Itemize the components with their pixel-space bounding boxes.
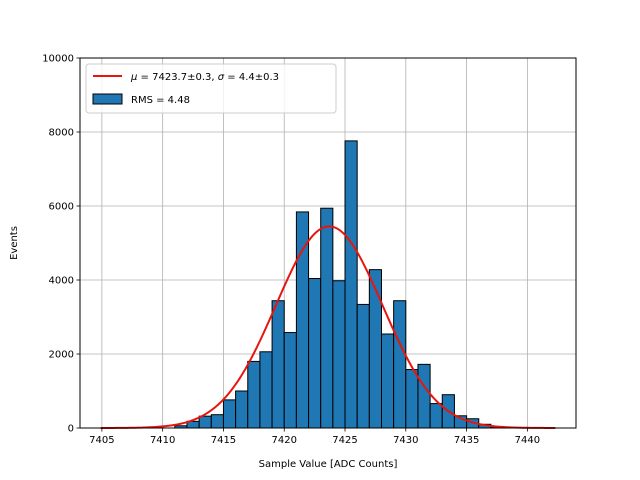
x-tick-label: 7410 [150, 435, 175, 446]
histogram-bar [332, 280, 346, 429]
histogram-bar [271, 300, 285, 429]
histogram-bar [429, 403, 443, 429]
histogram-bar [405, 369, 419, 429]
y-tick-label: 4000 [49, 276, 74, 287]
y-tick-label: 6000 [49, 202, 74, 213]
y-tick-label: 8000 [49, 128, 74, 139]
x-tick-label: 7435 [454, 435, 479, 446]
legend-histogram-label: RMS = 4.48 [131, 95, 190, 106]
y-axis-label: Events [9, 226, 20, 260]
gaussian-fit-curve [100, 225, 556, 429]
histogram-bars [174, 140, 504, 429]
histogram-bar [259, 351, 273, 429]
histogram-bar [308, 278, 322, 429]
y-axis-ticks: 0 2000 4000 6000 8000 10000 [42, 54, 80, 435]
histogram-bar [222, 399, 237, 429]
y-tick-label: 2000 [49, 350, 74, 361]
x-axis-label: Sample Value [ADC Counts] [259, 459, 398, 470]
histogram-bar [320, 207, 334, 429]
x-axis-ticks: 7405 7410 7415 7420 7425 7430 7435 7440 [89, 428, 540, 446]
legend-box [85, 63, 337, 114]
legend-histogram-swatch [92, 93, 123, 105]
legend: μ = 7423.7±0.3, σ = 4.4±0.3 RMS = 4.48 [85, 63, 337, 114]
histogram-bar [380, 333, 395, 429]
histogram-bar [393, 300, 407, 429]
x-tick-label: 7405 [89, 435, 114, 446]
x-tick-label: 7420 [272, 435, 297, 446]
histogram-bar [210, 414, 224, 429]
x-tick-label: 7430 [393, 435, 418, 446]
histogram-bar [235, 390, 249, 429]
y-tick-label: 10000 [42, 54, 74, 65]
y-tick-label: 0 [68, 424, 74, 435]
histogram-bar [356, 303, 370, 429]
mu-symbol: μ [130, 72, 137, 83]
plot-frame [79, 57, 577, 429]
histogram-bar [283, 332, 297, 429]
histogram-bar [198, 415, 212, 429]
histogram-bar [417, 363, 431, 429]
mu-text: = 7423.7±0.3, [137, 72, 217, 83]
sigma-text: = 4.4±0.3 [224, 72, 279, 83]
sigma-symbol: σ [218, 72, 225, 83]
histogram-bar [247, 360, 261, 429]
x-tick-label: 7440 [515, 435, 540, 446]
histogram-bar [344, 140, 358, 429]
x-tick-label: 7415 [211, 435, 236, 446]
legend-fit-label: μ = 7423.7±0.3, σ = 4.4±0.3 [130, 72, 279, 83]
x-tick-label: 7425 [332, 435, 357, 446]
histogram-bar [368, 269, 382, 429]
